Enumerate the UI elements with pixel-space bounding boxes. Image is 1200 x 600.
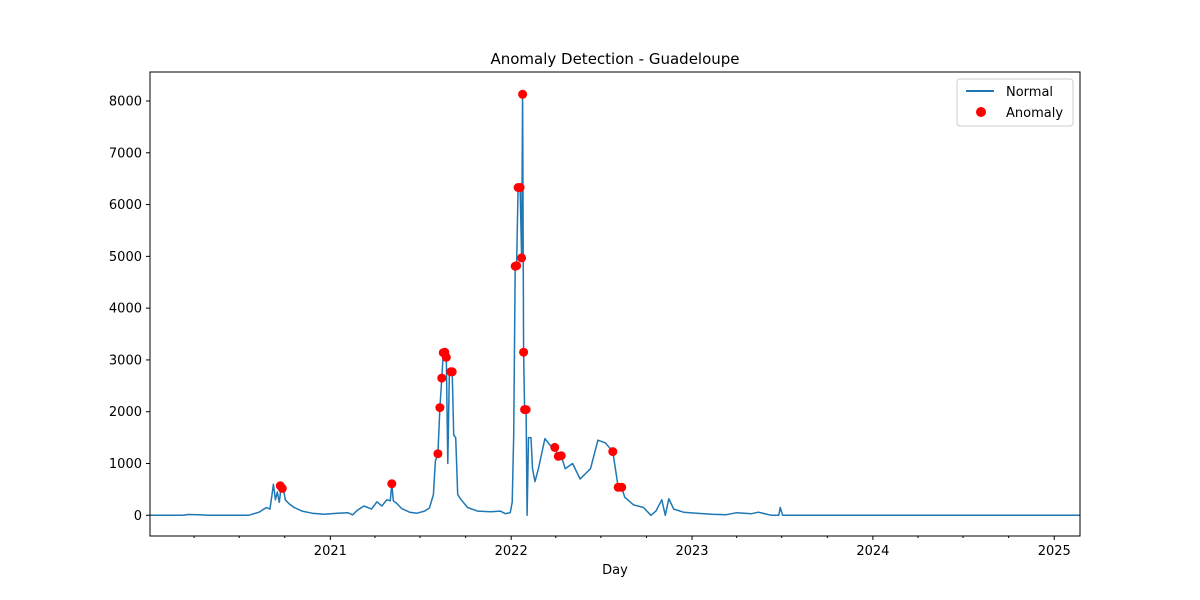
- y-tick-label: 7000: [109, 146, 142, 161]
- anomaly-point: [435, 403, 445, 413]
- y-tick-label: 8000: [109, 95, 142, 110]
- y-tick-label: 5000: [109, 250, 142, 265]
- y-tick-label: 2000: [109, 405, 142, 420]
- anomaly-point: [519, 347, 529, 357]
- anomaly-point: [387, 479, 397, 489]
- x-tick-label: 2023: [675, 544, 708, 559]
- anomaly-point: [617, 482, 627, 492]
- legend-normal-label: Normal: [1006, 85, 1053, 100]
- x-tick-label: 2024: [856, 544, 889, 559]
- axes-frame: [149, 71, 1081, 537]
- anomaly-point: [550, 442, 560, 452]
- anomaly-point: [515, 183, 525, 192]
- anomaly-point: [518, 89, 528, 99]
- anomaly-point: [517, 253, 527, 263]
- x-tick-label: 2025: [1038, 544, 1071, 559]
- x-axis-label: Day: [602, 563, 628, 578]
- anomaly-point: [437, 373, 447, 383]
- legend-anomaly-dot-icon: [976, 107, 986, 117]
- y-tick-label: 3000: [109, 353, 142, 368]
- y-tick-label: 0: [134, 509, 142, 524]
- anomaly-point: [512, 261, 522, 271]
- series-line-normal: [150, 93, 1080, 517]
- legend-anomaly-label: Anomaly: [1006, 106, 1063, 121]
- anomaly-point: [441, 352, 451, 362]
- legend: Normal Anomaly: [956, 78, 1074, 127]
- anomaly-point: [433, 449, 443, 459]
- anomaly-point: [556, 451, 566, 461]
- x-tick-label: 2022: [495, 544, 528, 559]
- y-tick-label: 1000: [109, 457, 142, 472]
- y-tick-label: 4000: [109, 302, 142, 317]
- anomaly-point: [277, 483, 287, 493]
- y-tick-label: 6000: [109, 198, 142, 213]
- axis-ticks: 0 1000 2000 3000 4000 5000 6000 7000 8000 2021 202…: [109, 95, 1071, 560]
- anomaly-point: [521, 405, 531, 415]
- x-tick-label: 2021: [314, 544, 347, 559]
- data-marks: [150, 89, 1080, 517]
- chart-title: Anomaly Detection - Guadeloupe: [490, 50, 739, 68]
- anomaly-point: [447, 367, 457, 377]
- anomaly-point: [608, 447, 618, 457]
